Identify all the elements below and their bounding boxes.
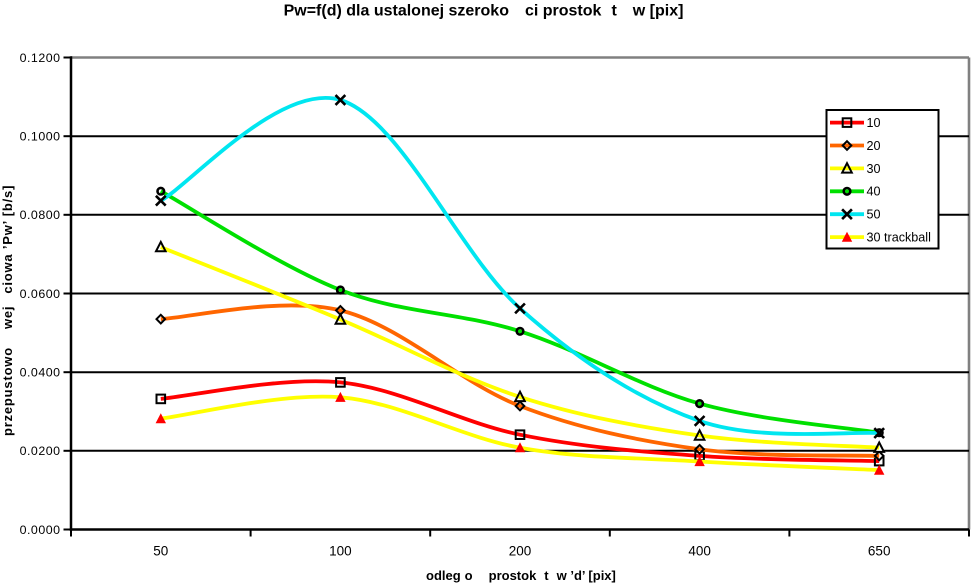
svg-text:40: 40	[867, 185, 881, 199]
svg-text:przepustowowejciowa ’Pw’ [b/s]: przepustowowejciowa ’Pw’ [b/s]	[0, 185, 15, 436]
svg-text:0.0400: 0.0400	[20, 366, 61, 380]
svg-text:650: 650	[868, 544, 891, 559]
svg-text:0.0800: 0.0800	[20, 208, 61, 222]
svg-text:200: 200	[509, 544, 532, 559]
svg-text:0.0000: 0.0000	[20, 523, 61, 537]
svg-text:10: 10	[867, 116, 881, 130]
svg-text:50: 50	[153, 544, 168, 559]
svg-text:0.1200: 0.1200	[20, 51, 61, 65]
svg-text:100: 100	[329, 544, 352, 559]
svg-text:20: 20	[867, 139, 881, 153]
svg-text:50: 50	[867, 208, 881, 222]
svg-text:0.1000: 0.1000	[20, 130, 61, 144]
svg-text:400: 400	[688, 544, 711, 559]
svg-text:0.0200: 0.0200	[20, 444, 61, 458]
svg-text:0.0600: 0.0600	[20, 287, 61, 301]
svg-text:30 trackball: 30 trackball	[867, 231, 931, 245]
svg-text:30: 30	[867, 162, 881, 176]
